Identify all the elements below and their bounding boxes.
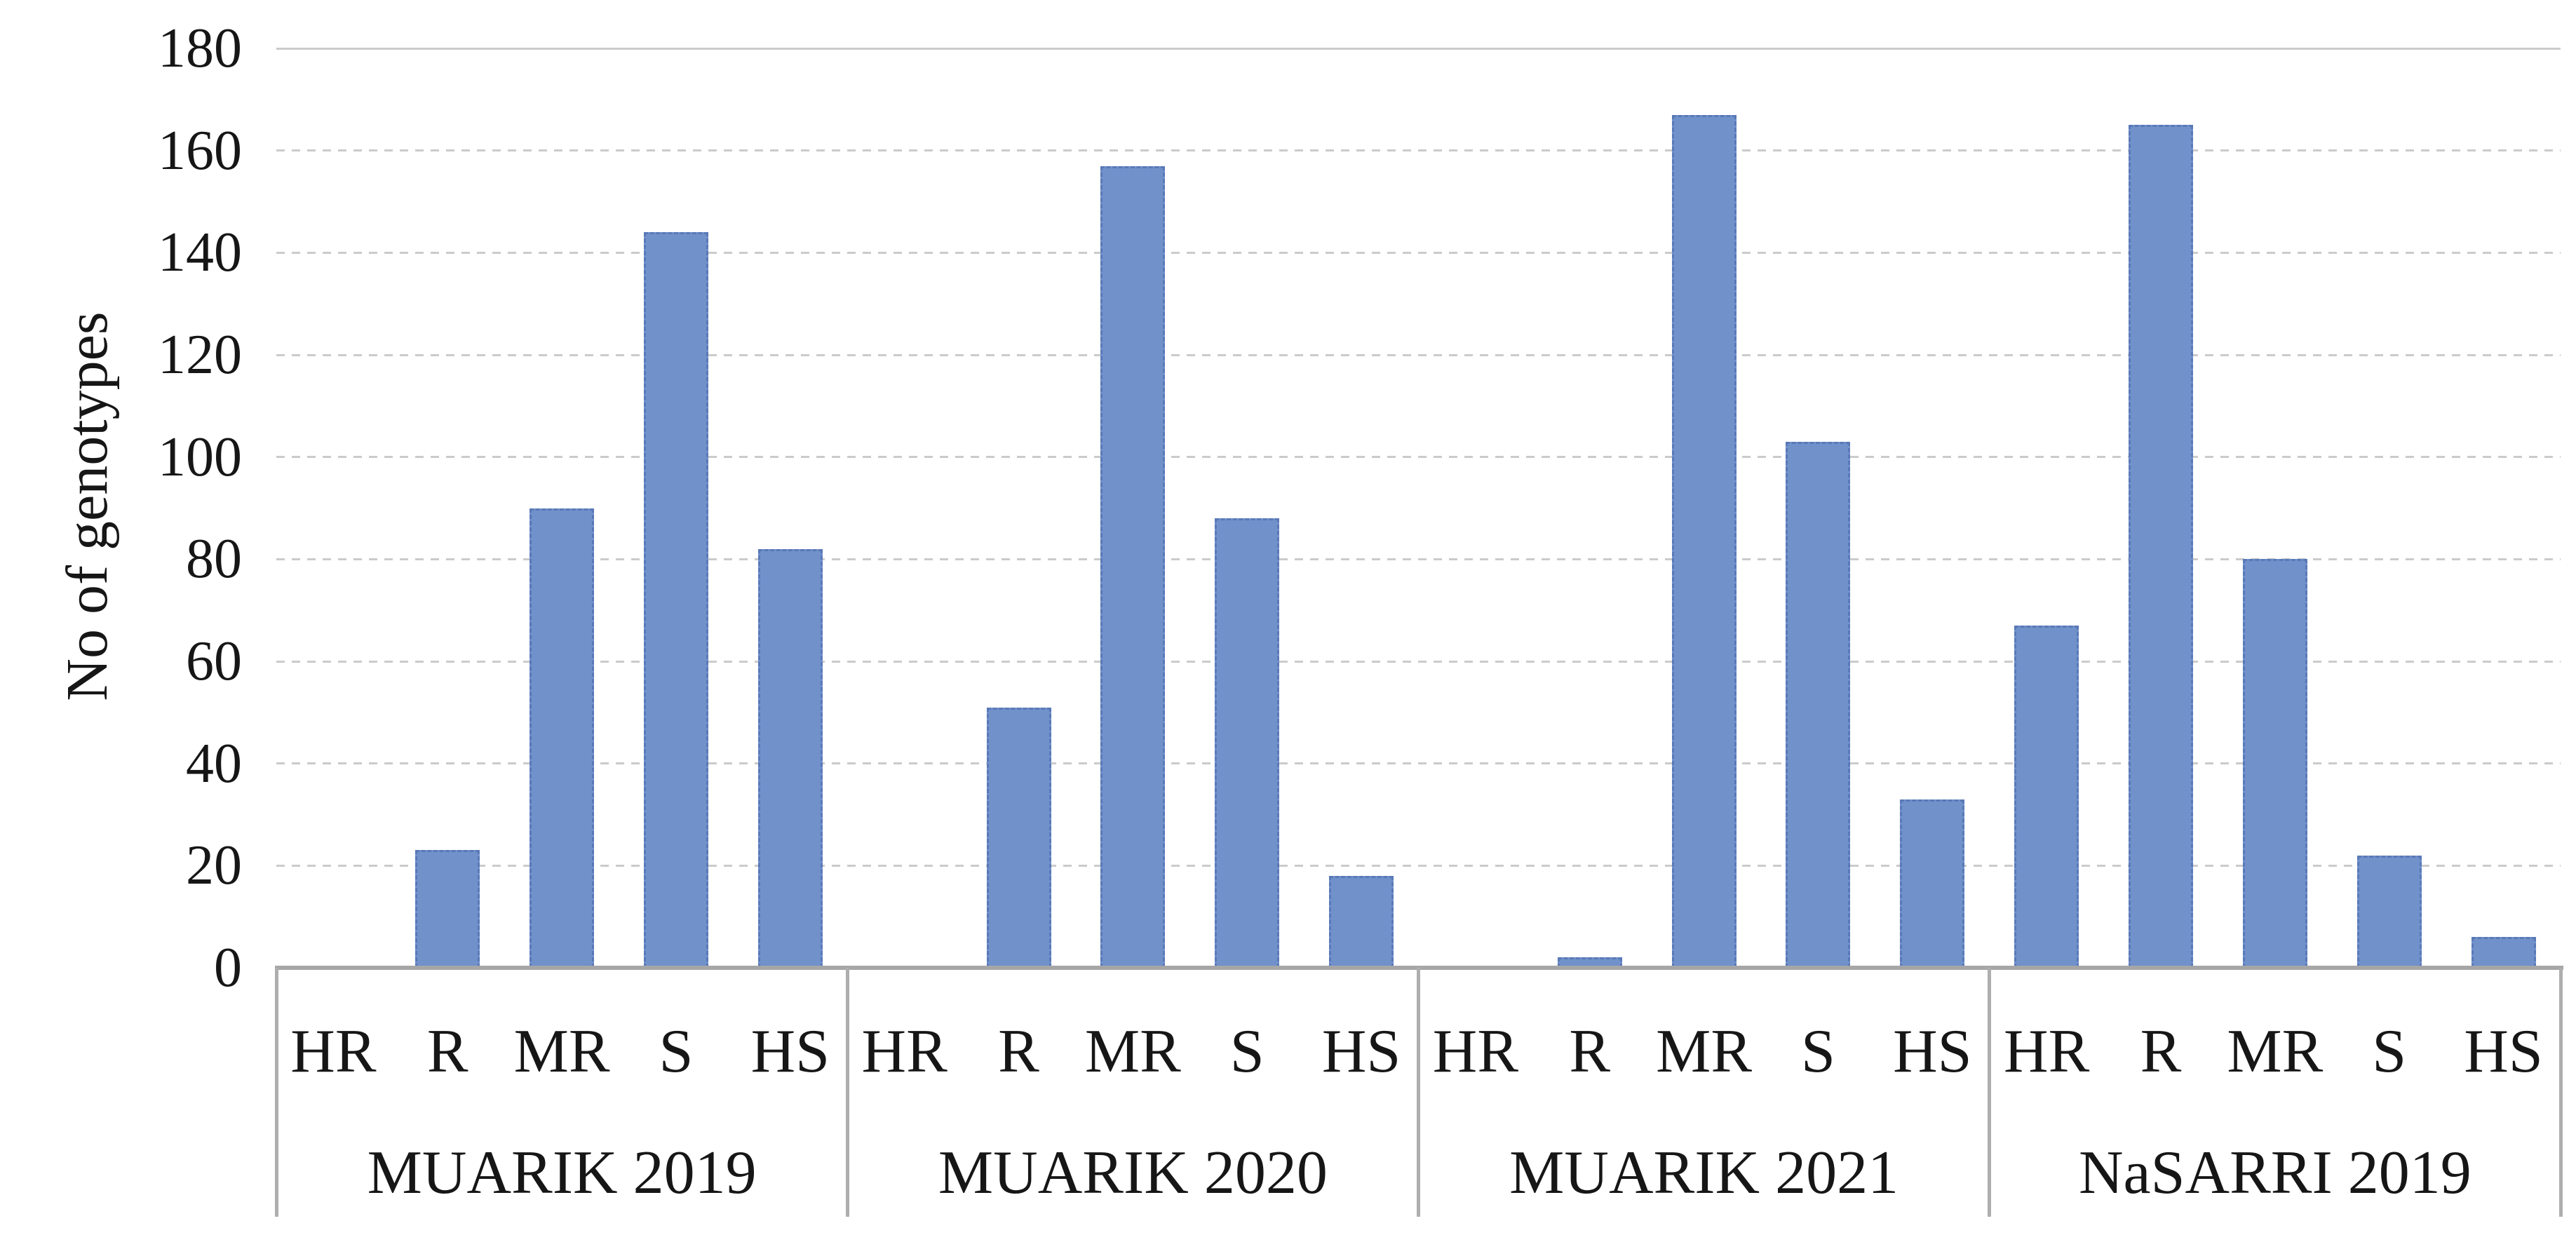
category-tick-label: S	[2372, 1018, 2407, 1086]
gridline	[276, 558, 2561, 560]
y-tick-label: 60	[186, 630, 242, 692]
category-tick-label: MR	[1084, 1018, 1181, 1086]
bar	[2014, 626, 2079, 968]
gridline	[276, 660, 2561, 663]
bar	[415, 850, 480, 968]
bar	[2129, 125, 2194, 968]
category-tick-label: MR	[1656, 1018, 1753, 1086]
group-divider	[274, 968, 278, 1217]
bar	[1329, 875, 1394, 968]
group-divider	[2558, 968, 2563, 1217]
group-divider	[1988, 968, 1992, 1217]
category-tick-label: HS	[750, 1018, 830, 1086]
category-tick-label: HS	[2464, 1018, 2543, 1086]
category-tick-label: MR	[2227, 1018, 2324, 1086]
y-axis-title: No of genotypes	[55, 311, 120, 701]
y-tick-label: 80	[186, 528, 242, 590]
group-label: MUARIK 2019	[367, 1139, 757, 1207]
category-tick-label: R	[426, 1018, 468, 1086]
gridline	[276, 456, 2561, 459]
bar	[2356, 855, 2422, 968]
group-label: MUARIK 2021	[1509, 1139, 1899, 1207]
bar	[2471, 937, 2536, 968]
gridline	[276, 251, 2561, 254]
bar	[1215, 518, 1280, 968]
group-divider	[845, 968, 849, 1217]
category-tick-label: HR	[1432, 1018, 1519, 1086]
bar	[1900, 799, 1965, 968]
bar	[1671, 114, 1737, 968]
category-tick-label: HS	[1893, 1018, 1972, 1086]
category-tick-label: HR	[861, 1018, 948, 1086]
gridline	[276, 762, 2561, 765]
y-tick-label: 40	[186, 732, 242, 795]
category-tick-label: S	[659, 1018, 694, 1086]
category-tick-label: R	[998, 1018, 1039, 1086]
y-tick-label: 20	[186, 835, 242, 897]
category-tick-label: HS	[1321, 1018, 1401, 1086]
category-tick-label: S	[1800, 1018, 1835, 1086]
gridline	[276, 149, 2561, 152]
group-label: MUARIK 2020	[938, 1139, 1328, 1207]
bar	[530, 508, 595, 968]
bar	[986, 707, 1051, 968]
bar	[2242, 559, 2307, 968]
y-tick-label: 120	[158, 324, 242, 386]
gridline	[276, 353, 2561, 356]
bar	[1100, 166, 1166, 968]
y-tick-label: 0	[214, 937, 242, 999]
y-tick-label: 180	[158, 18, 242, 79]
category-tick-label: R	[2140, 1018, 2182, 1086]
category-tick-label: R	[1569, 1018, 1611, 1086]
y-tick-label: 140	[158, 222, 242, 284]
y-tick-label: 160	[158, 119, 242, 182]
category-tick-label: HR	[2004, 1018, 2090, 1086]
gridline	[276, 47, 2561, 50]
bar	[757, 548, 823, 968]
category-tick-label: S	[1229, 1018, 1265, 1086]
y-tick-label: 100	[158, 426, 242, 488]
bar	[643, 232, 708, 968]
category-tick-label: MR	[513, 1018, 610, 1086]
group-divider	[1417, 968, 1420, 1217]
category-tick-label: HR	[290, 1018, 377, 1086]
gridline	[276, 864, 2561, 867]
bar	[1786, 441, 1851, 968]
group-label: NaSARRI 2019	[2078, 1139, 2472, 1207]
